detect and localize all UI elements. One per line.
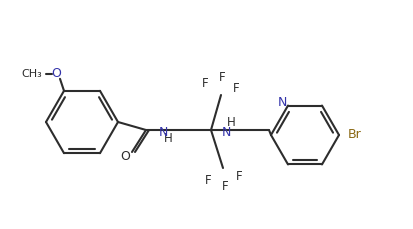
Text: N: N bbox=[277, 96, 286, 109]
Text: F: F bbox=[204, 174, 211, 188]
Text: F: F bbox=[235, 171, 242, 183]
Text: CH₃: CH₃ bbox=[21, 69, 42, 79]
Text: Br: Br bbox=[347, 128, 361, 142]
Text: N: N bbox=[159, 125, 168, 139]
Text: F: F bbox=[218, 71, 225, 84]
Text: F: F bbox=[232, 82, 239, 95]
Text: O: O bbox=[120, 150, 130, 164]
Text: H: H bbox=[226, 117, 235, 130]
Text: H: H bbox=[164, 131, 173, 144]
Text: N: N bbox=[221, 125, 230, 139]
Text: F: F bbox=[221, 180, 228, 193]
Text: O: O bbox=[51, 67, 61, 80]
Text: F: F bbox=[201, 76, 208, 90]
